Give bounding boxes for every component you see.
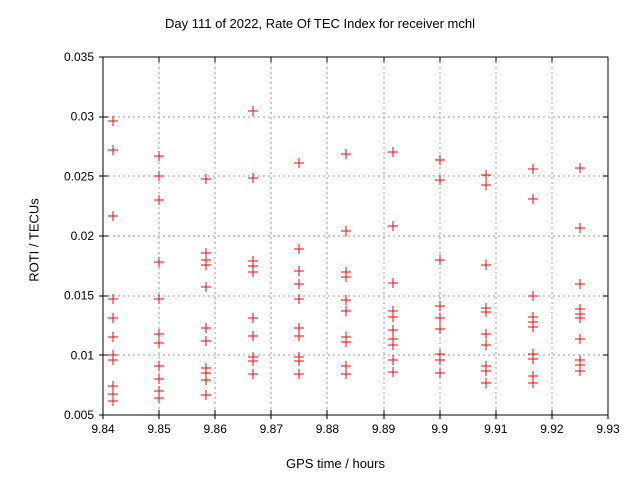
x-tick-label: 9.85	[147, 422, 171, 436]
y-tick-label: 0.015	[64, 289, 94, 303]
y-tick-label: 0.035	[64, 50, 94, 64]
x-tick-label: 9.93	[596, 422, 620, 436]
y-tick-label: 0.01	[71, 348, 95, 362]
y-tick-label: 0.03	[71, 110, 95, 124]
y-tick-label: 0.005	[64, 408, 94, 422]
tick-marks	[99, 56, 609, 419]
x-tick-label: 9.86	[204, 422, 228, 436]
x-tick-label: 9.89	[372, 422, 396, 436]
x-axis-label: GPS time / hours	[286, 456, 385, 471]
y-tick-label: 0.02	[71, 229, 95, 243]
x-tick-label: 9.88	[316, 422, 340, 436]
chart-title: Day 111 of 2022, Rate Of TEC Index for r…	[165, 16, 475, 31]
x-tick-label: 9.87	[260, 422, 284, 436]
y-tick-label: 0.025	[64, 169, 94, 183]
x-tick-label: 9.9	[431, 422, 448, 436]
x-tick-label: 9.84	[91, 422, 115, 436]
data-point-markers	[108, 106, 585, 406]
x-tick-label: 9.91	[484, 422, 508, 436]
x-tick-label: 9.92	[540, 422, 564, 436]
grid-lines	[103, 57, 608, 415]
